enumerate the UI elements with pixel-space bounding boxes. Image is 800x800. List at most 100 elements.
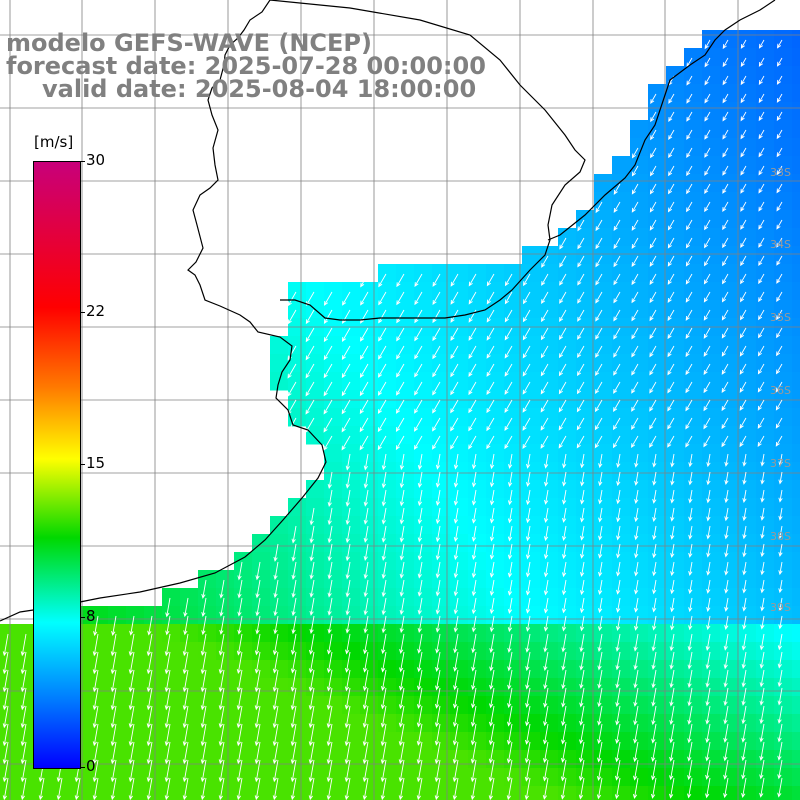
wind-speed-cell: [468, 390, 487, 409]
wind-arrow: [323, 309, 333, 325]
wind-arrow: [579, 651, 585, 671]
wind-arrow: [722, 111, 729, 122]
wind-speed-cell: [360, 534, 379, 553]
wind-speed-cell: [576, 714, 595, 733]
wind-speed-cell: [342, 354, 361, 373]
coastline: [0, 0, 776, 622]
wind-speed-cell: [432, 768, 451, 787]
wind-arrow: [507, 705, 513, 727]
wind-arrow: [434, 741, 441, 765]
wind-arrow: [562, 453, 567, 469]
wind-arrow: [309, 597, 315, 616]
wind-speed-cell: [486, 498, 505, 517]
wind-speed-cell: [342, 732, 361, 751]
wind-speed-cell: [702, 642, 721, 661]
wind-arrow: [507, 669, 513, 690]
wind-speed-cell: [144, 678, 163, 697]
wind-speed-cell: [144, 660, 163, 679]
wind-speed-cell: [270, 678, 289, 697]
wind-speed-cell: [522, 336, 541, 355]
wind-arrow: [380, 669, 387, 691]
wind-arrow: [128, 705, 135, 729]
wind-speed-cell: [522, 390, 541, 409]
wind-speed-cell: [270, 714, 289, 733]
wind-speed-cell: [144, 642, 163, 661]
wind-arrow: [326, 759, 333, 783]
wind-speed-cell: [252, 750, 271, 769]
wind-speed-cell: [324, 390, 343, 409]
wind-arrow: [326, 669, 333, 692]
wind-speed-cell: [306, 498, 325, 517]
wind-speed-cell: [126, 786, 145, 800]
wind-speed-cell: [288, 696, 307, 715]
wind-arrow: [685, 291, 693, 303]
wind-speed-cell: [738, 336, 757, 355]
wind-speed-cell: [702, 552, 721, 571]
wind-arrow: [92, 741, 99, 765]
wind-speed-cell: [396, 570, 415, 589]
wind-arrow: [201, 579, 207, 599]
wind-arrow: [377, 417, 387, 433]
wind-arrow: [110, 651, 117, 675]
wind-arrow: [561, 669, 567, 690]
wind-arrow: [777, 651, 783, 669]
wind-speed-cell: [612, 606, 631, 625]
wind-speed-cell: [450, 714, 469, 733]
wind-arrow: [381, 525, 387, 543]
wind-speed-cell: [684, 282, 703, 301]
wind-arrow: [363, 453, 369, 471]
wind-arrow: [2, 705, 9, 729]
wind-speed-cell: [486, 480, 505, 499]
wind-arrow: [182, 651, 189, 675]
wind-arrow: [777, 759, 783, 780]
wind-speed-cell: [720, 354, 739, 373]
wind-speed-cell: [540, 642, 559, 661]
wind-arrow: [667, 417, 675, 430]
wind-arrow: [128, 669, 135, 693]
wind-speed-cell: [558, 498, 577, 517]
wind-speed-cell: [792, 714, 800, 733]
wind-speed-cell: [558, 444, 577, 463]
wind-arrow: [414, 381, 423, 396]
wind-arrow: [507, 561, 513, 578]
wind-speed-cell: [720, 246, 739, 265]
wind-speed-cell: [684, 516, 703, 535]
wind-arrow: [649, 417, 657, 430]
wind-speed-cell: [576, 786, 595, 800]
wind-speed-cell: [432, 372, 451, 391]
wind-arrow: [759, 741, 765, 761]
wind-arrow: [164, 741, 171, 765]
wind-arrow: [399, 579, 405, 597]
wind-arrow: [616, 471, 621, 487]
wind-speed-cell: [702, 282, 721, 301]
wind-arrow: [577, 237, 585, 250]
wind-speed-cell: [648, 444, 667, 463]
wind-speed-cell: [756, 66, 775, 85]
wind-arrow: [704, 237, 711, 249]
wind-arrow: [704, 219, 711, 231]
wind-arrow: [652, 543, 657, 559]
wind-speed-cell: [450, 570, 469, 589]
wind-speed-cell: [432, 588, 451, 607]
wind-speed-cell: [576, 624, 595, 643]
wind-speed-cell: [108, 732, 127, 751]
wind-speed-cell: [468, 534, 487, 553]
wind-arrow: [236, 669, 243, 693]
wind-arrow: [305, 399, 315, 415]
wind-speed-cell: [378, 426, 397, 445]
wind-arrow: [580, 489, 585, 505]
wind-speed-cell: [792, 408, 800, 427]
wind-arrow: [543, 705, 549, 727]
wind-arrow: [742, 579, 747, 594]
wind-arrow: [323, 345, 333, 361]
wind-arrow: [417, 669, 423, 691]
wind-speed-cell: [450, 444, 469, 463]
wind-arrow: [344, 723, 351, 747]
wind-arrow: [362, 777, 369, 800]
wind-arrow: [344, 687, 351, 710]
wind-arrow: [579, 579, 585, 596]
wind-arrow: [541, 291, 549, 305]
wind-speed-cell: [522, 300, 541, 319]
wind-speed-cell: [522, 696, 541, 715]
wind-arrow: [417, 597, 423, 615]
